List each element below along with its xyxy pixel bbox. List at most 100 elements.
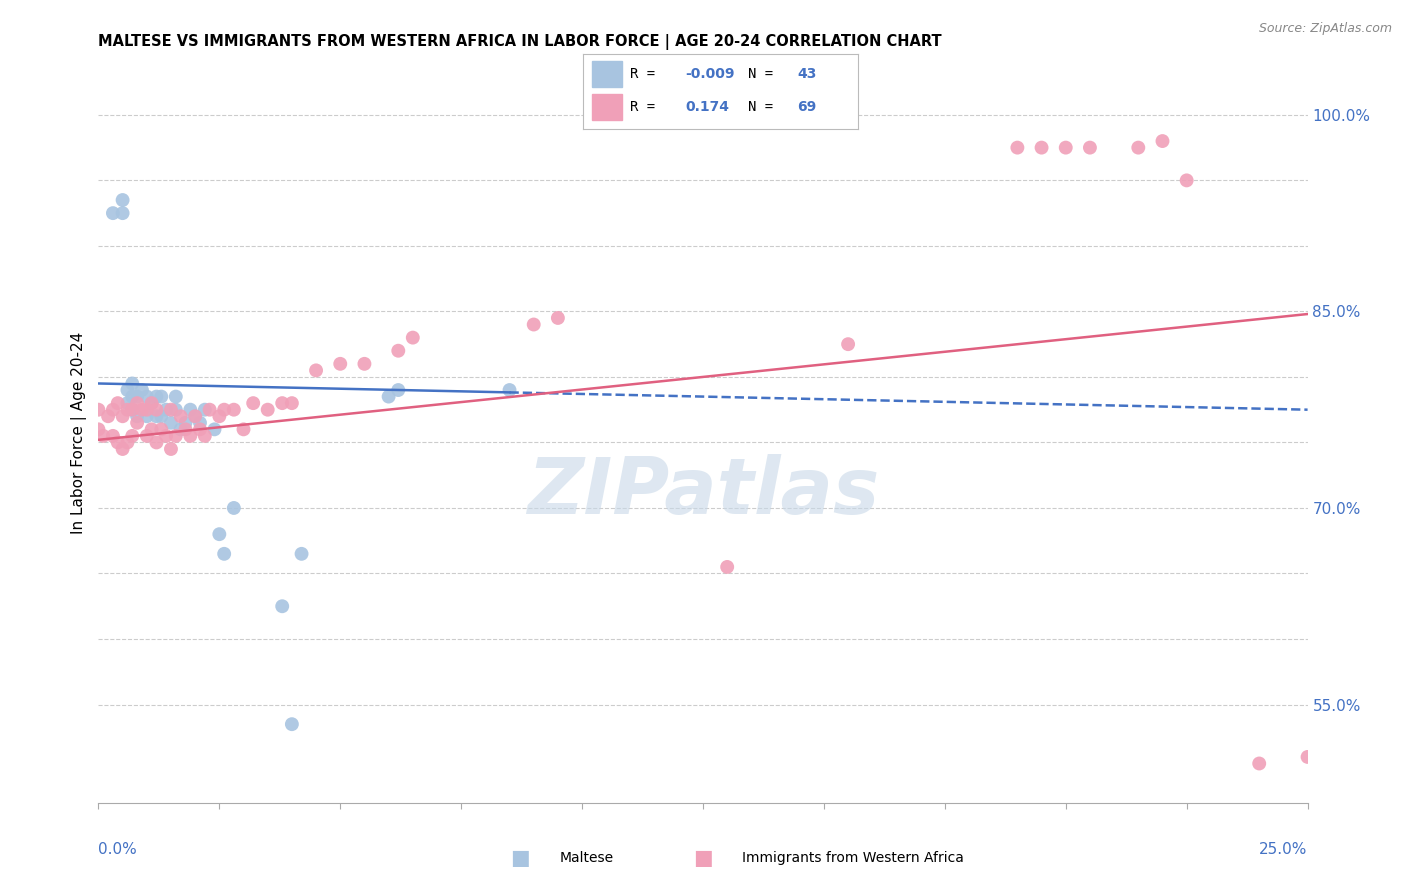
Point [1175,173,1198,187]
Point [179,402,201,417]
Point [1078,140,1101,154]
Point [212,402,235,417]
Text: ZIPatlas: ZIPatlas [527,454,879,530]
Point [329,357,352,371]
Point [111,193,134,207]
Point [1054,140,1077,154]
Point [150,390,173,404]
Point [150,422,173,436]
Point [353,357,375,371]
Point [1007,140,1029,154]
Point [127,396,149,410]
Point [1152,134,1174,148]
Point [281,396,304,410]
Point [1128,140,1150,154]
Point [222,500,245,515]
Point [111,409,134,424]
Point [111,206,134,220]
Point [121,390,143,404]
Point [377,390,399,404]
Point [165,390,187,404]
Point [160,402,183,417]
Point [716,560,738,574]
Point [174,422,197,436]
Point [165,402,187,417]
Point [117,396,139,410]
Point [127,409,149,424]
Point [135,402,157,417]
Point [208,409,231,424]
Point [179,429,201,443]
Point [498,383,520,397]
Text: 69: 69 [797,100,817,113]
Point [174,416,197,430]
Point [290,547,312,561]
Point [837,337,859,351]
Text: -0.009: -0.009 [685,67,734,81]
Point [232,422,254,436]
Point [305,363,328,377]
Point [155,402,177,417]
Text: 25.0%: 25.0% [1260,842,1308,856]
Point [127,390,149,404]
Text: 0.0%: 0.0% [98,842,138,856]
Point [121,429,143,443]
Point [141,422,163,436]
Point [160,442,183,456]
Y-axis label: In Labor Force | Age 20-24: In Labor Force | Age 20-24 [72,332,87,533]
Point [222,402,245,417]
Point [117,402,139,417]
Point [141,396,163,410]
Point [145,390,167,404]
Point [91,429,114,443]
Text: Maltese: Maltese [560,851,613,865]
Point [188,422,211,436]
Point [1249,756,1271,771]
Point [145,409,167,424]
Point [111,442,134,456]
Text: Immigrants from Western Africa: Immigrants from Western Africa [742,851,965,865]
Text: 43: 43 [797,67,817,81]
Point [194,402,217,417]
Point [97,409,120,424]
Point [135,429,157,443]
Point [523,318,546,332]
Point [242,396,264,410]
Point [271,599,294,614]
Point [271,396,294,410]
Point [184,409,207,424]
Point [165,429,187,443]
Point [402,330,425,344]
Point [212,547,235,561]
Point [131,402,153,417]
Point [121,376,143,391]
Point [155,429,177,443]
Text: R =: R = [630,67,664,81]
Text: N =: N = [748,100,773,113]
Point [1031,140,1053,154]
Bar [592,95,621,120]
Point [145,435,167,450]
Point [194,429,217,443]
Text: Source: ZipAtlas.com: Source: ZipAtlas.com [1258,22,1392,36]
Point [131,383,153,397]
Point [387,343,409,358]
Point [141,396,163,410]
Point [101,402,124,417]
Point [107,396,129,410]
Point [135,390,157,404]
Point [87,422,110,436]
Text: ■: ■ [693,848,713,868]
Point [160,416,183,430]
Point [150,409,173,424]
Point [169,422,191,436]
Text: R =: R = [630,100,664,113]
Point [107,435,129,450]
Point [281,717,304,731]
Point [547,310,569,325]
Point [135,409,157,424]
Point [387,383,409,397]
Point [198,402,221,417]
Point [208,527,231,541]
Text: 0.174: 0.174 [685,100,728,113]
